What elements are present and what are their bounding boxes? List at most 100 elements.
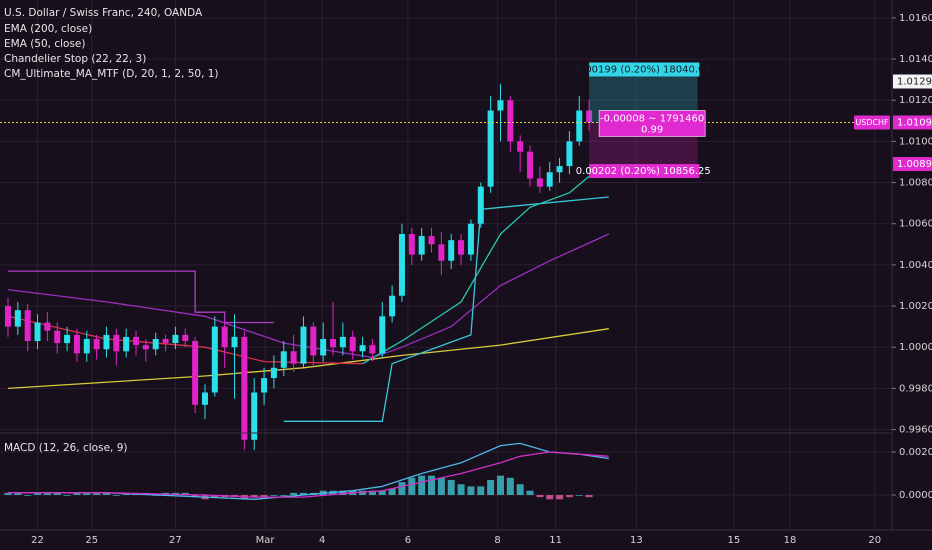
candle-body <box>54 330 61 344</box>
macd-histogram-bar <box>565 494 573 498</box>
candle-body <box>290 351 297 364</box>
stop-label-box <box>589 164 700 179</box>
indicator-label: EMA (50, close) <box>4 38 86 50</box>
indicator-line <box>8 451 609 498</box>
info-box <box>598 110 706 137</box>
macd-histogram-bar <box>270 494 278 496</box>
candle-body <box>576 110 583 142</box>
macd-histogram-bar <box>418 475 426 495</box>
indicator-line <box>7 315 363 365</box>
chart-title: U.S. Dollar / Swiss Franc, 240, OANDA <box>4 7 203 19</box>
y-tick-label: 1.01200 <box>899 95 932 106</box>
macd-histogram-bar <box>290 492 298 495</box>
macd-histogram-bar <box>516 484 524 495</box>
macd-histogram-bar <box>546 494 554 500</box>
macd-histogram-bar <box>496 475 504 495</box>
candle-body <box>497 100 504 111</box>
candle-body <box>379 316 386 354</box>
candle-body <box>123 336 130 352</box>
candle-body <box>408 234 415 255</box>
macd-histogram-bar <box>428 475 436 495</box>
candle-body <box>310 326 317 356</box>
indicator-line <box>283 196 609 422</box>
candle-body <box>556 166 563 173</box>
price-tag <box>893 115 932 130</box>
target-label: 0.00199 (0.20%) 18040.01 <box>576 65 711 76</box>
candle-body <box>251 392 258 440</box>
candle-body <box>507 100 514 142</box>
candle-body <box>73 334 80 354</box>
macd-histogram-bar <box>73 492 81 495</box>
x-tick-label: 27 <box>169 535 182 546</box>
macd-histogram-bar <box>250 494 258 498</box>
x-tick-label: Mar <box>256 535 276 546</box>
candle-body <box>359 345 366 352</box>
indicator-line <box>7 233 610 359</box>
macd-histogram-bar <box>53 492 61 495</box>
candle-body <box>300 326 307 364</box>
y-tick-label: 1.01600 <box>899 13 932 24</box>
candle-body <box>546 172 553 187</box>
macd-histogram-bar <box>14 492 22 495</box>
symbol-tag: USDCHF <box>855 118 889 127</box>
indicator-line <box>362 175 590 365</box>
marks <box>4 83 610 500</box>
info-label: -0.00008 ~ 1791460 <box>600 113 704 124</box>
macd-title: MACD (12, 26, close, 9) <box>4 442 127 454</box>
macd-histogram-bar <box>536 494 544 498</box>
price-tag-label: 1.01092 <box>897 117 932 128</box>
x-tick-label: 20 <box>868 535 881 546</box>
macd-histogram-bar <box>477 486 485 495</box>
target-label-box <box>589 62 700 77</box>
macd-histogram-bar <box>4 492 12 495</box>
candle-body <box>438 244 445 261</box>
y-tick-label: 1.00600 <box>899 219 932 230</box>
candle-body <box>231 336 238 348</box>
price-tag-label: 1.00890 <box>897 159 932 170</box>
x-tick-label: 22 <box>31 535 44 546</box>
macd-histogram-bar <box>585 494 593 498</box>
x-tick-label: 25 <box>85 535 98 546</box>
macd-histogram-bar <box>575 494 583 496</box>
macd-histogram-bar <box>556 494 564 500</box>
macd-histogram-bar <box>260 494 268 498</box>
candle-body <box>339 336 346 348</box>
x-tick-label: 18 <box>784 535 797 546</box>
x-tick-label: 6 <box>405 535 411 546</box>
macd-histogram-bar <box>83 492 91 495</box>
macd-histogram-bar <box>24 494 32 496</box>
macd-histogram-bar <box>34 492 42 495</box>
candle-body <box>280 351 287 368</box>
candle-body <box>14 310 21 327</box>
axes: 1.01600 1.01400 1.01200 1.01000 1.00800 1.006… <box>31 13 932 546</box>
candle-body <box>330 338 337 348</box>
candle-body <box>83 338 90 354</box>
macd-histogram-bar <box>467 486 475 495</box>
macd-histogram-bar <box>280 494 288 496</box>
candle-body <box>517 141 524 152</box>
indicator-label: EMA (200, close) <box>4 23 92 35</box>
candle-body <box>389 295 396 317</box>
y-tick-label: 0.0020 <box>899 447 932 458</box>
candle-body <box>586 110 593 123</box>
macd-histogram-bar <box>447 479 455 495</box>
indicator-label: CM_Ultimate_MA_MTF (D, 20, 1, 2, 50, 1) <box>4 68 219 80</box>
candle-body <box>349 336 356 352</box>
candle-body <box>270 367 277 379</box>
y-tick-label: 1.01400 <box>899 54 932 65</box>
macd-histogram-bar <box>43 492 51 495</box>
candle-body <box>320 338 327 356</box>
x-tick-label: 13 <box>630 535 643 546</box>
candle-body <box>467 223 474 255</box>
candle-body <box>527 151 534 179</box>
macd-histogram-bar <box>359 490 367 495</box>
candle-body <box>93 338 100 350</box>
macd-histogram-bar <box>408 477 416 495</box>
candle-body <box>418 236 425 255</box>
macd-histogram-bar <box>506 477 514 495</box>
